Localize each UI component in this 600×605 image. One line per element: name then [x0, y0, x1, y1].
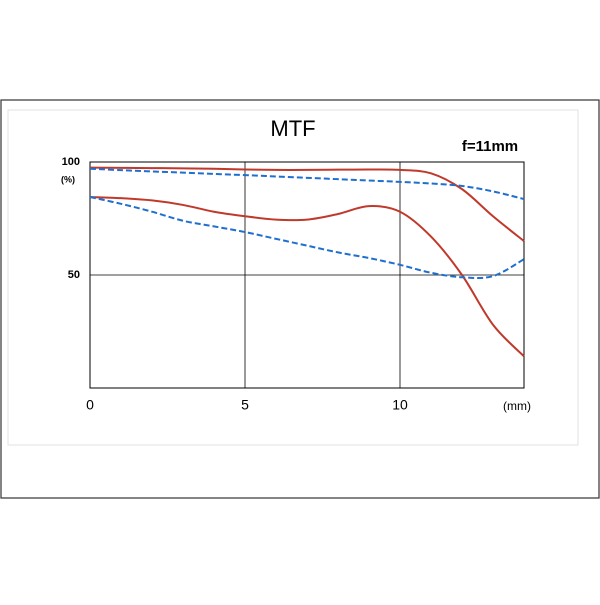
- mtf-curve: [89, 196, 525, 358]
- x-tick-label: 0: [86, 397, 94, 413]
- mtf-curve: [89, 196, 525, 280]
- y-unit: (%): [61, 174, 75, 184]
- inner-panel: [7, 109, 579, 446]
- subtitle: f=11mm: [462, 138, 518, 155]
- y-tick-label: 50: [68, 269, 80, 281]
- x-tick-label: 10: [392, 397, 408, 413]
- chart-title: MTF: [270, 116, 315, 141]
- mtf-curve: [89, 167, 525, 201]
- x-axis-label: (mm): [503, 399, 531, 413]
- mtf-curve: [89, 166, 525, 242]
- x-tick-label: 5: [241, 397, 249, 413]
- y-tick-label: 100: [62, 156, 80, 168]
